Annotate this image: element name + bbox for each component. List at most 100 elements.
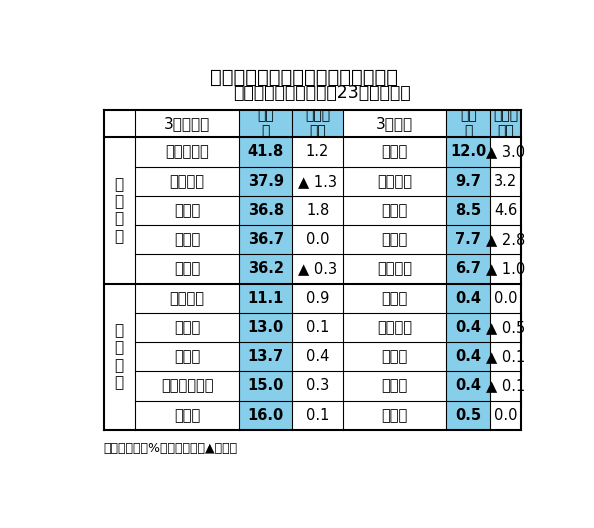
Text: 12.0: 12.0 xyxy=(450,145,486,159)
Bar xyxy=(446,196,491,225)
Bar xyxy=(292,371,343,401)
Bar xyxy=(446,342,491,371)
Text: 佐賀共栄: 佐賀共栄 xyxy=(377,174,412,188)
Text: きらぼし: きらぼし xyxy=(377,320,412,335)
Text: 西日本シティ: 西日本シティ xyxy=(161,379,213,393)
Bar xyxy=(292,342,343,371)
Bar xyxy=(292,196,343,225)
Bar xyxy=(239,137,292,166)
Bar xyxy=(239,225,292,254)
Text: 但　馬: 但 馬 xyxy=(174,408,200,423)
Text: スルガ: スルガ xyxy=(174,320,200,335)
Bar xyxy=(343,196,446,225)
Text: 36.8: 36.8 xyxy=(248,203,284,218)
Bar xyxy=(135,401,239,430)
Bar xyxy=(135,371,239,401)
Bar xyxy=(135,166,239,196)
Bar xyxy=(239,196,292,225)
Text: 0.5: 0.5 xyxy=(455,408,481,423)
Bar xyxy=(239,166,292,196)
Text: 構成
比: 構成 比 xyxy=(257,108,274,138)
Text: 37.9: 37.9 xyxy=(248,174,284,188)
Text: 千葉興業: 千葉興業 xyxy=(169,174,204,188)
Text: 0.0: 0.0 xyxy=(494,291,517,306)
Bar xyxy=(446,137,491,166)
Bar xyxy=(491,284,521,313)
Text: 3.2: 3.2 xyxy=(494,174,517,188)
Text: 9.7: 9.7 xyxy=(456,174,481,188)
Text: 4.6: 4.6 xyxy=(494,203,517,218)
Bar xyxy=(491,342,521,371)
Text: 高い５行と低い５行（23年３月末）: 高い５行と低い５行（23年３月末） xyxy=(233,83,411,101)
Text: 0.4: 0.4 xyxy=(306,349,329,364)
Text: 3年以上: 3年以上 xyxy=(376,116,413,131)
Text: 長　崎: 長 崎 xyxy=(381,145,408,159)
Bar xyxy=(135,313,239,342)
Text: 0.3: 0.3 xyxy=(306,379,329,393)
Text: 島　根: 島 根 xyxy=(381,203,408,218)
Bar xyxy=(292,137,343,166)
Text: 0.4: 0.4 xyxy=(456,379,481,393)
Bar xyxy=(491,166,521,196)
Text: 構成
比: 構成 比 xyxy=(460,108,477,138)
Bar xyxy=(491,313,521,342)
Bar xyxy=(239,342,292,371)
Bar xyxy=(135,137,239,166)
Text: 11.1: 11.1 xyxy=(248,291,284,306)
Text: ▲ 3.0: ▲ 3.0 xyxy=(486,145,525,159)
Bar xyxy=(292,110,343,137)
Text: ▲ 0.1: ▲ 0.1 xyxy=(486,349,525,364)
Text: 0.0: 0.0 xyxy=(494,408,517,423)
Bar xyxy=(343,371,446,401)
Text: 36.2: 36.2 xyxy=(248,261,284,277)
Bar xyxy=(491,196,521,225)
Bar xyxy=(292,166,343,196)
Bar xyxy=(446,166,491,196)
Text: 0.1: 0.1 xyxy=(306,408,329,423)
Text: 山梨中央: 山梨中央 xyxy=(377,261,412,277)
Bar xyxy=(343,401,446,430)
Text: 15.0: 15.0 xyxy=(248,379,284,393)
Bar xyxy=(491,225,521,254)
Text: 琉　球: 琉 球 xyxy=(174,203,200,218)
Bar xyxy=(446,371,491,401)
Bar xyxy=(343,110,446,137)
Bar xyxy=(343,225,446,254)
Bar xyxy=(343,284,446,313)
Text: 筑　邦: 筑 邦 xyxy=(174,349,200,364)
Bar xyxy=(135,196,239,225)
Text: ▲ 1.3: ▲ 1.3 xyxy=(298,174,337,188)
Bar xyxy=(239,284,292,313)
Text: 横　浜: 横 浜 xyxy=(174,232,200,247)
Text: ▲ 1.0: ▲ 1.0 xyxy=(486,261,525,277)
Bar xyxy=(491,371,521,401)
Text: 1.8: 1.8 xyxy=(306,203,329,218)
Bar xyxy=(239,110,292,137)
Bar xyxy=(446,313,491,342)
Text: 16.0: 16.0 xyxy=(248,408,284,423)
Text: 東　北: 東 北 xyxy=(381,291,408,306)
Bar xyxy=(135,284,239,313)
Bar xyxy=(239,313,292,342)
Bar xyxy=(292,284,343,313)
Bar xyxy=(343,137,446,166)
Bar xyxy=(292,401,343,430)
Bar xyxy=(239,401,292,430)
Text: 地域銀の定期預金残存期間別構成比: 地域銀の定期預金残存期間別構成比 xyxy=(210,68,399,87)
Text: ▲ 2.8: ▲ 2.8 xyxy=(486,232,525,247)
Bar xyxy=(135,254,239,284)
Bar xyxy=(104,284,135,430)
Text: もみじ: もみじ xyxy=(381,379,408,393)
Text: 前年比
差引: 前年比 差引 xyxy=(493,108,518,138)
Bar xyxy=(446,401,491,430)
Bar xyxy=(292,254,343,284)
Bar xyxy=(446,254,491,284)
Bar xyxy=(104,110,135,137)
Text: 0.4: 0.4 xyxy=(456,291,481,306)
Bar xyxy=(491,137,521,166)
Text: 0.4: 0.4 xyxy=(456,349,481,364)
Bar xyxy=(104,137,135,284)
Bar xyxy=(239,371,292,401)
Bar xyxy=(343,342,446,371)
Text: ▲ 0.5: ▲ 0.5 xyxy=(486,320,525,335)
